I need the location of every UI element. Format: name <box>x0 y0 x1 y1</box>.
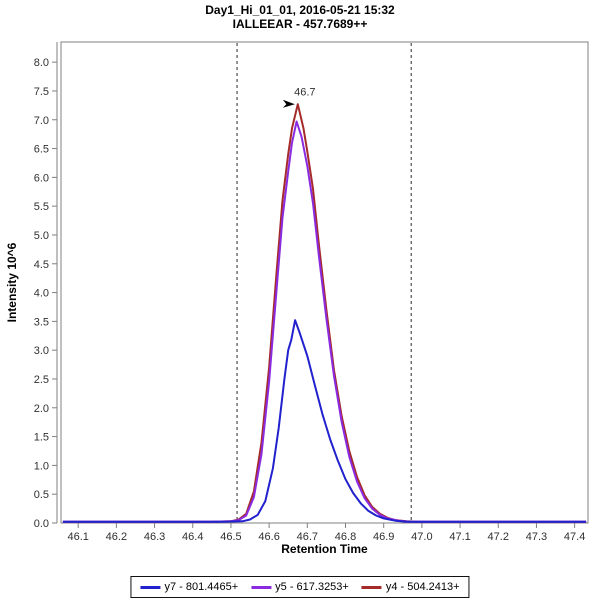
y-tick-label: 2.5 <box>34 374 49 386</box>
x-tick-label: 46.8 <box>335 531 356 543</box>
x-axis-title: Retention Time <box>281 542 368 556</box>
y-tick-label: 3.5 <box>34 316 49 328</box>
x-tick-label: 46.2 <box>106 531 127 543</box>
y-tick-label: 5.5 <box>34 201 49 213</box>
x-tick-label: 47.1 <box>449 531 470 543</box>
x-tick-label: 46.7 <box>297 531 318 543</box>
series-line-y7[interactable] <box>62 319 587 523</box>
y-tick-label: 7.5 <box>34 86 49 98</box>
chart-title-replicate: Day1_Hi_01_01, 2016-05-21 15:32 <box>205 3 395 17</box>
y-tick-label: 8.0 <box>34 57 49 69</box>
legend-label-y5: y5 - 617.3253+ <box>275 581 349 593</box>
x-tick-label: 46.3 <box>144 531 165 543</box>
y-tick-label: 6.0 <box>34 172 49 184</box>
x-tick-label: 47.0 <box>411 531 432 543</box>
legend-item-y7: y7 - 801.4465+ <box>140 581 238 593</box>
x-tick-label: 47.4 <box>564 531 585 543</box>
annotation-layer: 46.7 <box>282 87 316 108</box>
peak-rt-annotation: 46.7 <box>294 87 315 99</box>
legend-item-y4: y4 - 504.2413+ <box>361 581 460 593</box>
axes-layer: 46.1 46.2 46.3 46.4 46.5 46.6 46.7 46.8 46.9 47.0… <box>34 41 589 543</box>
chromatogram-curves[interactable] <box>62 103 587 523</box>
y-tick-label: 2.0 <box>34 403 49 415</box>
x-tick-label: 47.2 <box>488 531 509 543</box>
x-tick-label: 46.1 <box>67 531 88 543</box>
y4-line-swatch-icon <box>361 585 382 589</box>
y5-line-swatch-icon <box>251 585 272 589</box>
y-tick-label: 6.5 <box>34 144 49 156</box>
x-tick-label: 46.5 <box>220 531 241 543</box>
y-tick-label: 7.0 <box>34 115 49 127</box>
plot-border <box>60 41 589 524</box>
peak-arrow-icon <box>282 99 295 108</box>
series-line-y5[interactable] <box>62 120 587 523</box>
y-tick-label: 3.0 <box>34 345 49 357</box>
x-tick-label: 46.4 <box>182 531 203 543</box>
x-tick-label: 46.6 <box>258 531 279 543</box>
series-line-y4[interactable] <box>62 103 587 523</box>
y-tick-label: 0.0 <box>34 518 49 530</box>
legend-label-y7: y7 - 801.4465+ <box>164 581 239 593</box>
legend: y7 - 801.4465+ y5 - 617.3253+ y4 - 504.2… <box>130 576 470 598</box>
y-tick-label: 1.5 <box>34 432 49 444</box>
y-axis-title: Intensity 10^6 <box>5 242 19 322</box>
x-tick-label: 47.3 <box>526 531 547 543</box>
legend-item-y5: y5 - 617.3253+ <box>251 581 349 593</box>
y-tick-label: 5.0 <box>34 230 49 242</box>
y-tick-label: 4.0 <box>34 288 49 300</box>
y7-line-swatch-icon <box>140 585 161 589</box>
legend-label-y4: y4 - 504.2413+ <box>385 581 460 593</box>
chart-title-peptide: IALLEEAR - 457.7689++ <box>232 17 368 31</box>
y-tick-label: 1.0 <box>34 460 49 472</box>
y-tick-label: 0.5 <box>34 489 49 501</box>
y-tick-label: 4.5 <box>34 259 49 271</box>
x-tick-label: 46.9 <box>373 531 394 543</box>
